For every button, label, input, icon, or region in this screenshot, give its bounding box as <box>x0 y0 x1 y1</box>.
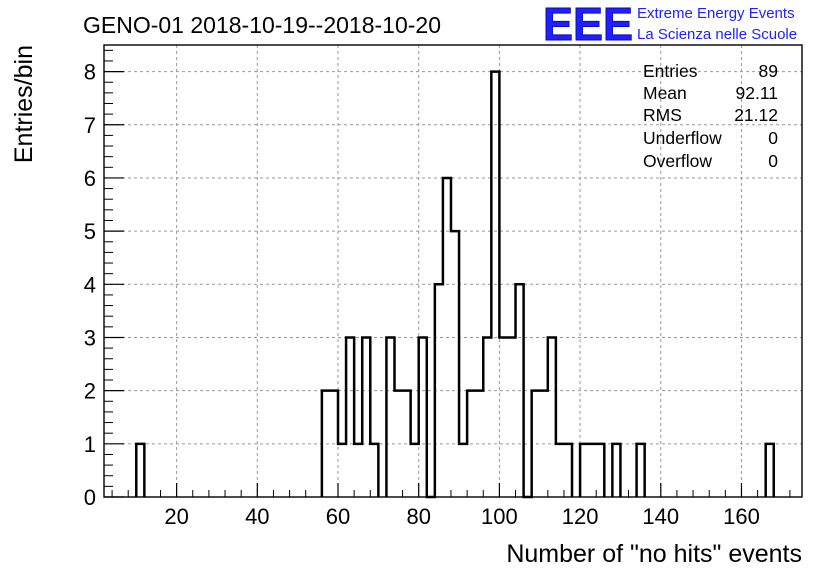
y-tick-label: 6 <box>84 166 96 191</box>
x-tick-label: 60 <box>326 504 350 529</box>
stats-overflow-value: 0 <box>768 151 778 171</box>
stats-mean-value: 92.11 <box>736 83 779 103</box>
x-tick-label: 160 <box>723 504 760 529</box>
x-tick-label: 20 <box>164 504 188 529</box>
y-tick-label: 8 <box>84 60 96 85</box>
stats-rms-label: RMS <box>643 105 682 125</box>
logo-line1: Extreme Energy Events <box>637 5 795 22</box>
grid-lines <box>104 45 802 497</box>
y-tick-label: 2 <box>84 379 96 404</box>
x-tick-label: 120 <box>562 504 599 529</box>
histogram-outline <box>135 70 776 499</box>
y-tick-label: 0 <box>84 485 96 510</box>
logo-mark: EEE <box>543 0 633 50</box>
x-tick-label: 100 <box>481 504 518 529</box>
stats-entries-label: Entries <box>643 61 698 81</box>
eee-logo: EEE Extreme Energy Events La Scienza nel… <box>543 0 798 51</box>
y-axis-title: Entries/bin <box>10 45 38 163</box>
y-tick-label: 4 <box>84 272 96 297</box>
x-tick-label: 140 <box>642 504 679 529</box>
logo-line2: La Scienza nelle Scuole <box>637 26 797 43</box>
stats-overflow-label: Overflow <box>643 151 712 171</box>
y-tick-label: 7 <box>84 113 96 138</box>
stats-rms-value: 21.12 <box>734 105 778 125</box>
x-tick-label: 80 <box>406 504 430 529</box>
stats-mean-label: Mean <box>643 83 687 103</box>
plot-frame <box>103 44 803 498</box>
y-tick-label: 5 <box>84 219 96 244</box>
y-tick-label: 3 <box>84 325 96 350</box>
stats-underflow-value: 0 <box>768 128 778 148</box>
x-tick-label: 40 <box>245 504 269 529</box>
x-axis-title: Number of "no hits" events <box>506 540 802 568</box>
y-tick-label: 1 <box>84 432 96 457</box>
x-axis: 20 40 60 80 100 120 140 160 <box>111 483 791 529</box>
stats-box: Entries 89 Mean 92.11 RMS 21.12 Underflo… <box>643 61 778 171</box>
stats-entries-value: 89 <box>759 61 778 81</box>
y-axis: 0 1 2 3 4 5 6 7 8 <box>84 49 124 510</box>
chart-title: GENO-01 2018-10-19--2018-10-20 <box>83 12 441 38</box>
stats-underflow-label: Underflow <box>643 128 722 148</box>
